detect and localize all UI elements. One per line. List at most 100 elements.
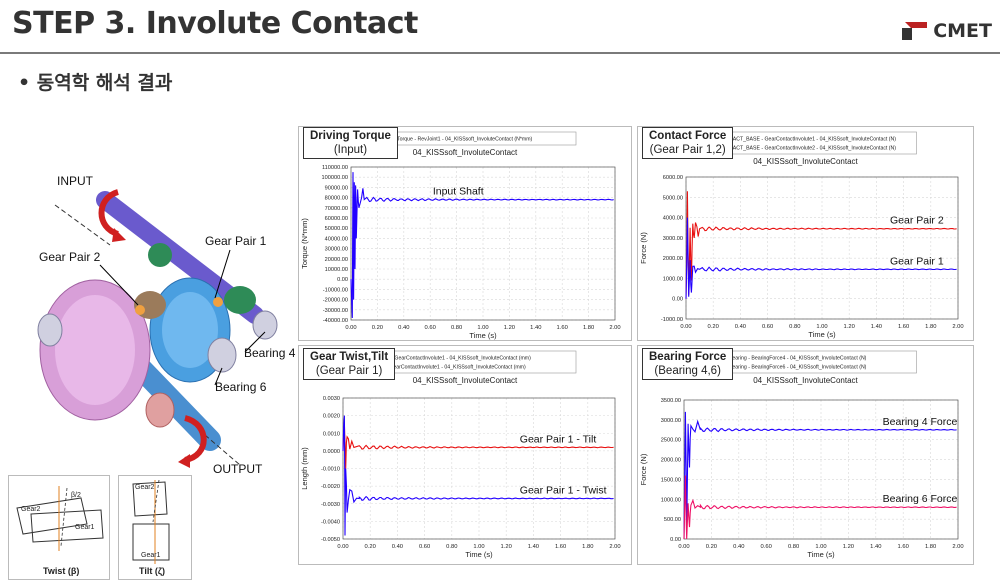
y-axis-label: Length (mm)	[300, 447, 309, 490]
contact-force-panel: CONTACT_BASE - GearContactInvolute1 - 04…	[637, 126, 974, 341]
series-annotation: Bearing 6 Force	[883, 493, 958, 505]
x-tick-label: 0.20	[372, 325, 383, 331]
x-tick-label: 1.60	[898, 324, 909, 330]
x-tick-label: 0.80	[446, 544, 457, 550]
gear-mechanism-illustration: INPUT Gear Pair 1 Gear Pair 2 Bearing 4 …	[0, 100, 300, 480]
chart-subtitle: 04_KISSsoft_InvoluteContact	[413, 376, 518, 385]
series-annotation: Gear Pair 1	[890, 255, 944, 267]
y-tick-label: 2500.00	[661, 438, 681, 444]
x-tick-label: 1.00	[473, 544, 484, 550]
y-tick-label: -0.0040	[321, 519, 340, 525]
x-tick-label: 1.40	[528, 544, 539, 550]
bearing-6-label: Bearing 6	[215, 380, 267, 394]
tag-subtitle: (Input)	[333, 144, 368, 156]
legend-entry: CONTACT_BASE - GearContactInvolute2 - 04…	[719, 146, 897, 152]
series-line	[683, 411, 957, 540]
tilt-gear1-label: Gear1	[141, 552, 161, 559]
tilt-caption: Tilt (ζ)	[139, 566, 165, 576]
x-tick-label: 0.40	[392, 544, 403, 550]
y-axis-label: Torque (N*mm)	[300, 218, 309, 269]
y-tick-label: 1000.00	[661, 497, 681, 503]
driving-torque-tag: Driving Torque (Input)	[303, 127, 398, 159]
x-tick-label: 2.00	[609, 544, 620, 550]
y-tick-label: -0.0010	[321, 467, 340, 473]
chart-svg: Driving_Torque - RevJoint1 - 04_KISSsoft…	[300, 131, 621, 340]
x-tick-label: 1.80	[925, 324, 936, 330]
contact-point-pair-2	[135, 305, 145, 315]
series-annotation: Bearing 4 Force	[883, 416, 958, 428]
y-tick-label: 500.00	[664, 517, 681, 523]
x-tick-label: 1.60	[555, 544, 566, 550]
y-tick-label: 3000.00	[661, 418, 681, 424]
logo-text: CMET	[933, 20, 992, 42]
y-tick-label: 3000.00	[663, 236, 683, 242]
series-line	[350, 172, 614, 319]
y-tick-label: -0.0020	[321, 484, 340, 490]
x-tick-label: 0.00	[337, 544, 348, 550]
tag-title: Driving Torque	[310, 130, 391, 142]
bearing-4-label: Bearing 4	[244, 346, 296, 360]
y-tick-label: 10000.00	[325, 267, 348, 273]
gear-twist-tilt-panel: Twist - GearContactInvolute1 - 04_KISSso…	[298, 345, 632, 565]
x-tick-label: 1.40	[871, 324, 882, 330]
x-tick-label: 0.80	[451, 325, 462, 331]
chart-svg: Twist - GearContactInvolute1 - 04_KISSso…	[300, 350, 621, 559]
x-tick-label: 0.20	[365, 544, 376, 550]
gear-twist-tilt-tag: Gear Twist,Tilt (Gear Pair 1)	[303, 348, 396, 380]
x-tick-label: 0.20	[708, 324, 719, 330]
chart-svg: FM_Bearing - BearingForce4 - 04_KISSsoft…	[639, 350, 964, 559]
x-tick-label: 1.00	[816, 324, 827, 330]
input-rotation-arrow	[98, 189, 120, 237]
chart-legend: FM_Bearing - BearingForce4 - 04_KISSsoft…	[700, 350, 917, 374]
y-tick-label: 5000.00	[663, 195, 683, 201]
y-tick-label: 90000.00	[325, 185, 348, 191]
y-tick-label: 0.0020	[323, 414, 340, 420]
y-tick-label: 1500.00	[661, 477, 681, 483]
leader-gear-pair-2	[99, 264, 139, 306]
y-tick-label: 40000.00	[325, 236, 348, 242]
y-tick-label: -1000.00	[661, 317, 683, 323]
x-tick-label: 0.60	[762, 324, 773, 330]
chart-svg: CONTACT_BASE - GearContactInvolute1 - 04…	[639, 131, 964, 339]
tag-subtitle: (Gear Pair 1,2)	[649, 144, 726, 156]
chart-grid	[685, 176, 959, 320]
gear-pair-1-label: Gear Pair 1	[205, 234, 267, 248]
plot-area	[685, 176, 959, 320]
x-tick-label: 1.80	[583, 325, 594, 331]
tag-title: Contact Force	[649, 130, 727, 142]
y-tick-label: 1000.00	[663, 276, 683, 282]
y-tick-label: -20000.00	[323, 298, 348, 304]
x-tick-label: 1.20	[843, 544, 854, 550]
plot-area	[683, 399, 959, 540]
y-tick-label: 0.0000	[323, 449, 340, 455]
y-tick-label: -30000.00	[323, 308, 348, 314]
x-axis-label: Time (s)	[465, 550, 493, 559]
y-tick-label: 0.0030	[323, 396, 340, 402]
tilt-sketch	[132, 479, 170, 564]
gear-pair-2-label: Gear Pair 2	[39, 250, 101, 264]
gear-face	[162, 292, 218, 368]
x-tick-label: 1.60	[898, 544, 909, 550]
contact-force-tag: Contact Force (Gear Pair 1,2)	[642, 127, 734, 159]
x-tick-label: 0.80	[788, 544, 799, 550]
series-annotation: Gear Pair 1 - Twist	[520, 484, 607, 496]
y-tick-label: 0.00	[670, 537, 681, 543]
x-tick-label: 0.00	[678, 544, 689, 550]
twist-angle-label: β/2	[71, 492, 81, 499]
y-tick-label: 0.00	[672, 297, 683, 303]
y-tick-label: 2000.00	[661, 458, 681, 464]
x-tick-label: 1.40	[530, 325, 541, 331]
x-tick-label: 2.00	[952, 544, 963, 550]
legend-entry: FM_Bearing - BearingForce6 - 04_KISSsoft…	[719, 365, 867, 371]
bearing-left	[37, 313, 63, 347]
y-tick-label: -10000.00	[323, 287, 348, 293]
series-line	[683, 475, 957, 540]
page-title: STEP 3. Involute Contact	[12, 6, 418, 41]
tag-title: Bearing Force	[649, 351, 727, 363]
x-tick-label: 1.20	[844, 324, 855, 330]
x-tick-label: 1.80	[925, 544, 936, 550]
contact-point-pair-1	[213, 297, 223, 307]
x-tick-label: 0.20	[706, 544, 717, 550]
series-annotation: Gear Pair 2	[890, 215, 944, 227]
x-axis-label: Time (s)	[807, 550, 835, 559]
